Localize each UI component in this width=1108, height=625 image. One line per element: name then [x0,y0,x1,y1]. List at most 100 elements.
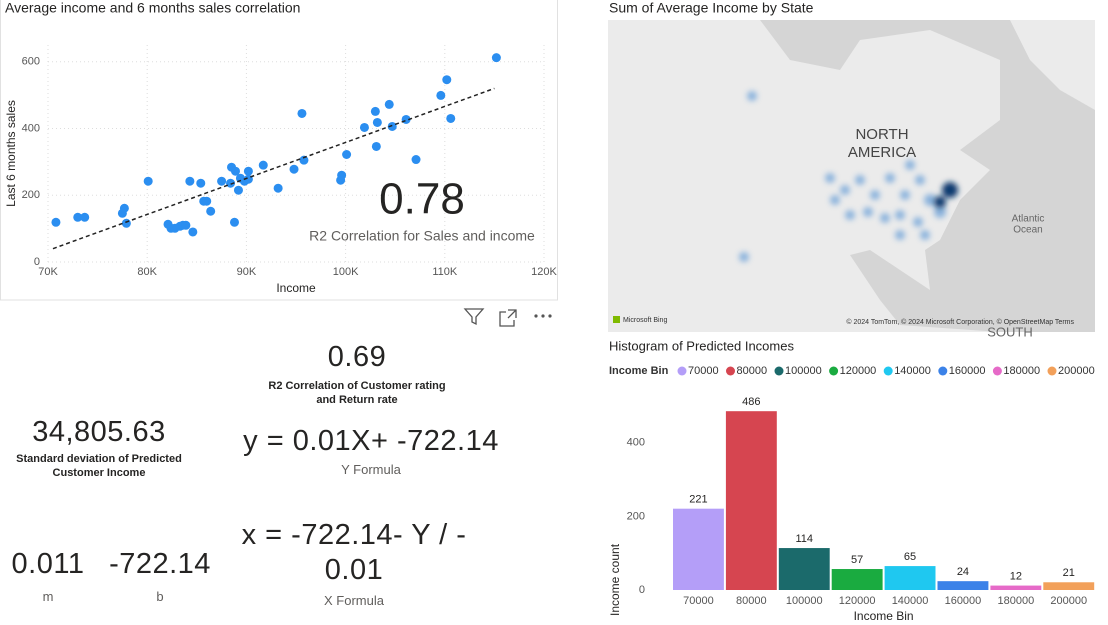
x-tick-label: 100K [333,266,359,278]
map-bubbles-dense [934,182,958,208]
focus-icon[interactable] [499,309,517,327]
legend-label: 200000 [1058,365,1095,377]
card-value: -722.14 [109,548,211,580]
trend-line [52,87,495,250]
map-attribution: Microsoft Bing [623,317,667,324]
y-tick-label: 0 [639,584,645,596]
y-tick-label: 400 [22,122,40,134]
scatter-point [359,122,369,132]
card: x = -722.14- Y / - 0.01 X Formula [238,518,470,608]
card: -722.14 b [100,547,220,604]
bar [990,585,1042,590]
scatter-point [217,176,227,186]
scatter-point [436,90,446,100]
scatter-point [243,166,253,176]
scatter-point [289,164,299,174]
scatter-point [206,206,216,216]
y-tick-label: 200 [627,510,645,522]
x-tick-label: 140000 [892,595,929,607]
x-tick-label: 80000 [736,595,767,607]
card: y = 0.01X+ -722.14 Y Formula [221,424,521,477]
card-value: 0.69 [327,341,387,373]
scatter-point [384,99,394,109]
legend-title: Income Bin [609,365,669,377]
legend-swatch [677,366,687,376]
legend-swatch [774,366,784,376]
data-label: 21 [1063,567,1075,579]
x-tick-label: 80K [137,266,157,278]
scatter-point [337,170,347,180]
card-value: x = -722.14- Y / - 0.01 [241,519,467,586]
map-label: NORTH [855,126,908,143]
scatter-point [273,183,283,193]
card-value: 34,805.63 [32,416,166,448]
scatter-point [51,217,61,227]
scatter-point [181,220,191,230]
x-tick-label: 180000 [997,595,1034,607]
y-tick-label: 600 [22,56,40,68]
legend-label: 160000 [949,365,986,377]
data-label: 486 [742,396,760,408]
scatter-point [299,155,309,165]
legend-label: 180000 [1003,365,1040,377]
scatter-point [229,217,239,227]
x-tick-label: 70000 [683,595,714,607]
card-caption: Standard deviation of Predicted Customer… [16,453,182,479]
x-tick-label: 90K [237,266,257,278]
x-tick-label: 120000 [839,595,876,607]
data-label: 12 [1010,570,1022,582]
visual-header [463,308,552,327]
scatter-point [387,121,397,131]
y-axis-label: Last 6 months sales [4,100,18,207]
bar [937,581,989,590]
data-label: 114 [795,533,813,545]
bar [884,566,936,590]
scatter-point [80,212,90,222]
scatter-point [491,53,501,63]
scatter-panel [0,0,558,301]
legend-label: 100000 [785,365,822,377]
legend-swatch [726,366,735,376]
card-caption: b [156,589,164,604]
scatter-point [411,155,421,165]
card-caption: m [42,589,54,604]
x-tick-label: 200000 [1050,595,1087,607]
y-axis-label: Income count [608,543,622,616]
scatter-point [119,203,129,213]
map-attribution: © 2024 TomTom, © 2024 Microsoft Corporat… [846,318,1074,326]
scatter-point [143,176,153,186]
bar [831,569,883,590]
scatter-point [185,176,195,186]
legend-swatch [938,366,948,376]
scatter-point [188,227,198,237]
scatter-point [202,196,212,206]
scatter-point [297,108,307,118]
x-tick-label: 110K [432,266,458,278]
map-label: SOUTH [987,324,1033,339]
scatter-point [226,178,236,188]
x-tick-label: 160000 [945,595,982,607]
more-options[interactable] [534,314,552,318]
card: 0.69 R2 Correlation of Customer rating an… [267,340,447,407]
filter-icon[interactable] [463,308,485,326]
scatter-point [196,178,206,188]
annotation-text: R2 Correlation for Sales and income [309,228,535,244]
bar [1043,582,1095,590]
y-tick-label: 400 [627,437,645,449]
x-axis-label: Income [276,281,316,295]
legend-swatch [1047,366,1057,376]
bar [673,508,724,590]
chart-title: Average income and 6 months sales correl… [5,0,300,16]
legend-label: 120000 [840,365,877,377]
map-label: Atlantic [1012,214,1045,225]
card: 0.011 m [0,547,96,604]
scatter-point [372,117,382,127]
x-tick-label: 120K [531,266,557,278]
scatter-point [258,160,268,170]
map-land [608,20,1000,332]
card: 34,805.63 Standard deviation of Predicted… [9,415,189,480]
bar [725,411,777,590]
